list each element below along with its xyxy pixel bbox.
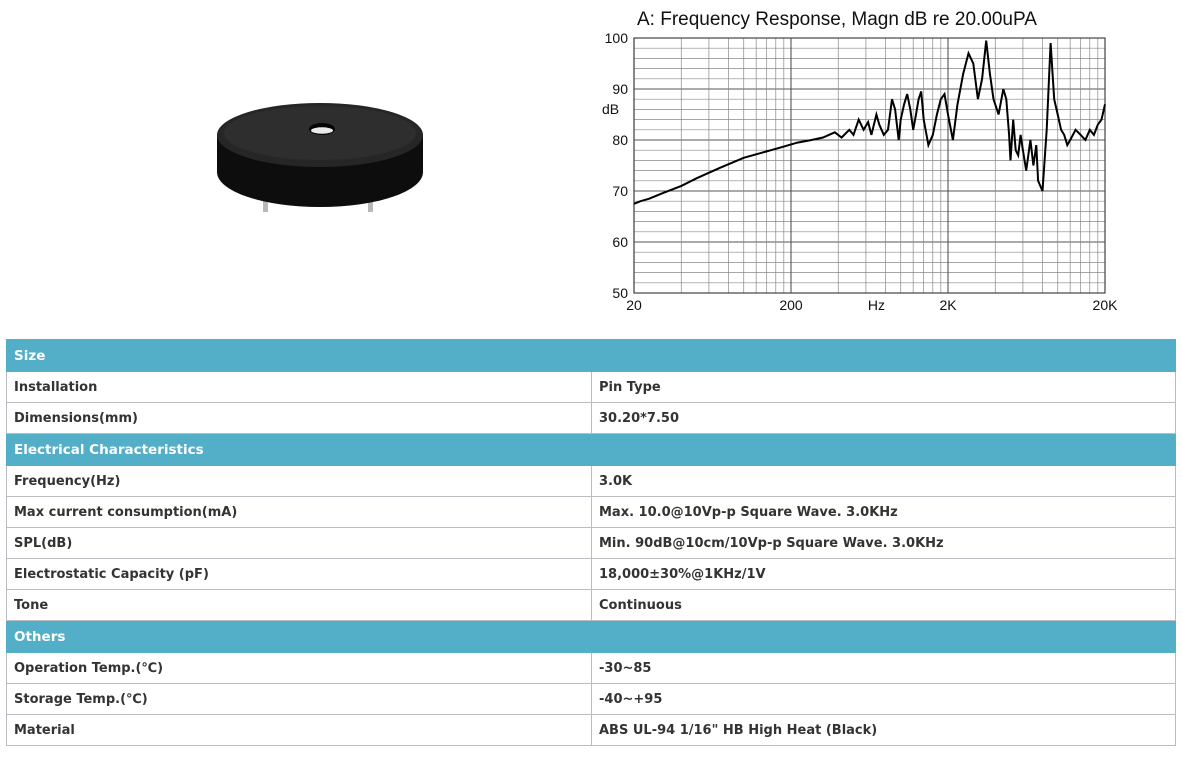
- x-tick-label: Hz: [868, 297, 885, 313]
- row-value: Max. 10.0@10Vp-p Square Wave. 3.0KHz: [591, 496, 1176, 528]
- row-value: -40~+95: [591, 683, 1176, 715]
- row-label: Tone: [6, 589, 592, 621]
- x-tick-label: 20K: [1093, 297, 1119, 313]
- table-row: Dimensions(mm) 30.20*7.50: [6, 402, 1176, 434]
- row-label: Electrostatic Capacity (pF): [6, 558, 592, 590]
- row-value: -30~85: [591, 652, 1176, 684]
- table-row: Max current consumption(mA) Max. 10.0@10V…: [6, 496, 1176, 528]
- x-axis-tick-labels: 20 200 Hz 2K 20K: [626, 297, 1118, 313]
- row-label: Installation: [6, 371, 592, 403]
- y-axis-tick-labels: 100 90 80 70 60 50: [605, 30, 629, 301]
- x-tick-label: 20: [626, 297, 642, 313]
- y-axis-label: dB: [602, 101, 619, 117]
- table-row: Operation Temp.(℃) -30~85: [6, 652, 1176, 684]
- table-row: Tone Continuous: [6, 589, 1176, 621]
- row-label: SPL(dB): [6, 527, 592, 559]
- table-row: Frequency(Hz) 3.0K: [6, 465, 1176, 497]
- section-header-electrical: Electrical Characteristics: [6, 433, 1176, 466]
- series-line: [633, 40, 1106, 205]
- row-label: Material: [6, 714, 592, 746]
- x-tick-label: 2K: [939, 297, 957, 313]
- row-value: Min. 90dB@10cm/10Vp-p Square Wave. 3.0KH…: [591, 527, 1176, 559]
- section-header-size: Size: [6, 339, 1176, 372]
- spec-table: Size Installation Pin Type Dimensions(mm)…: [6, 339, 1176, 746]
- row-value: 18,000±30%@1KHz/1V: [591, 558, 1176, 590]
- frequency-response-chart: A: Frequency Response, Magn dB re 20.00u…: [602, 9, 1118, 313]
- table-row: SPL(dB) Min. 90dB@10cm/10Vp-p Square Wave…: [6, 527, 1176, 559]
- table-row: Installation Pin Type: [6, 371, 1176, 403]
- y-tick-label: 80: [612, 132, 628, 148]
- product-image: [217, 103, 423, 212]
- y-tick-label: 50: [612, 285, 628, 301]
- row-value: ABS UL-94 1/16" HB High Heat (Black): [591, 714, 1176, 746]
- row-label: Max current consumption(mA): [6, 496, 592, 528]
- plot-frame: [633, 37, 1106, 294]
- row-value: Pin Type: [591, 371, 1176, 403]
- chart-grid: [633, 37, 1106, 294]
- row-label: Dimensions(mm): [6, 402, 592, 434]
- row-value: Continuous: [591, 589, 1176, 621]
- table-row: Material ABS UL-94 1/16" HB High Heat (Bl…: [6, 714, 1176, 746]
- row-value: 3.0K: [591, 465, 1176, 497]
- table-row: Storage Temp.(℃) -40~+95: [6, 683, 1176, 715]
- table-row: Electrostatic Capacity (pF) 18,000±30%@1K…: [6, 558, 1176, 590]
- row-label: Storage Temp.(℃): [6, 683, 592, 715]
- row-value: 30.20*7.50: [591, 402, 1176, 434]
- y-tick-label: 90: [612, 81, 628, 97]
- y-tick-label: 60: [612, 234, 628, 250]
- chart-title: A: Frequency Response, Magn dB re 20.00u…: [637, 9, 1037, 30]
- y-tick-label: 100: [605, 30, 629, 46]
- row-label: Frequency(Hz): [6, 465, 592, 497]
- y-tick-label: 70: [612, 183, 628, 199]
- x-tick-label: 200: [779, 297, 803, 313]
- row-label: Operation Temp.(℃): [6, 652, 592, 684]
- section-header-others: Others: [6, 620, 1176, 653]
